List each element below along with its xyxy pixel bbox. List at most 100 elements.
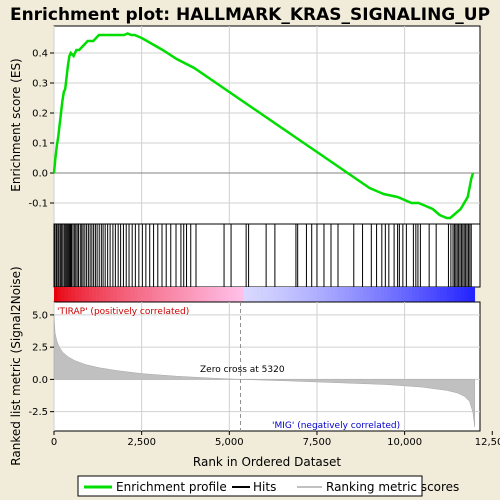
rank-color-segment (292, 287, 297, 302)
x-tick-label: 0 (51, 437, 57, 448)
rank-color-segment (271, 287, 276, 302)
rank-color-segment (78, 287, 83, 302)
rank-color-segment (110, 287, 114, 302)
metric-y-tick-label: 2.5 (32, 343, 48, 354)
rank-color-segment (436, 287, 440, 302)
rank-color-segment (68, 287, 72, 302)
rank-color-segment (302, 287, 307, 302)
es-panel (53, 25, 481, 225)
rank-color-segment (313, 287, 318, 302)
rank-color-segment (57, 287, 62, 302)
rank-color-segment (359, 287, 363, 302)
es-y-axis-label: Enrichment score (ES) (9, 58, 23, 191)
rank-color-segment (96, 287, 100, 302)
rank-color-segment (183, 287, 188, 302)
x-tick-label: 7,500 (303, 437, 332, 448)
rank-color-segment (274, 287, 279, 302)
x-tick-label: 5,000 (215, 437, 244, 448)
rank-color-segment (166, 287, 171, 302)
rank-color-segment (243, 287, 248, 302)
rank-color-segment (401, 287, 405, 302)
rank-color-segment (225, 287, 230, 302)
metric-panel (53, 301, 481, 432)
rank-color-segment (443, 287, 447, 302)
rank-color-segment (117, 287, 121, 302)
rank-color-segment (85, 287, 90, 302)
rank-color-segment (394, 287, 398, 302)
rank-color-segment (162, 287, 167, 302)
rank-color-segment (418, 287, 423, 302)
rank-color-segment (306, 287, 311, 302)
rank-color-segment (471, 287, 476, 302)
rank-color-segment (197, 287, 202, 302)
es-y-tick-label: 0.1 (32, 139, 48, 150)
x-axis-label: Rank in Ordered Dataset (193, 455, 341, 469)
legend: Enrichment profile Hits Ranking metric s… (77, 475, 459, 497)
rank-color-segment (113, 287, 118, 302)
rank-color-segment (429, 287, 433, 302)
rank-color-segment (334, 287, 339, 302)
rank-color-segment (323, 287, 328, 302)
rank-color-segment (422, 287, 426, 302)
es-y-tick-label: 0.3 (32, 79, 48, 90)
rank-color-segment (288, 287, 293, 302)
rank-color-segment (208, 287, 213, 302)
rank-color-segment (411, 287, 416, 302)
metric-y-ticks: -2.5 0.0 2.5 5.0 (28, 310, 54, 418)
rank-color-segment (106, 287, 111, 302)
rank-color-segment (278, 287, 283, 302)
es-y-tick-label: 0.0 (32, 169, 48, 180)
rank-color-segment (201, 287, 206, 302)
rank-color-segment (387, 287, 391, 302)
rank-color-segment (348, 287, 353, 302)
rank-color-segment (467, 287, 472, 302)
rank-color-segment (285, 287, 290, 302)
rank-color-segment (432, 287, 437, 302)
hits-group (54, 224, 472, 287)
es-y-tick-label: -0.1 (28, 199, 48, 210)
rank-color-segment (408, 287, 412, 302)
rank-color-segment (222, 287, 227, 302)
metric-y-tick-label: 5.0 (32, 310, 48, 321)
rank-color-segment (267, 287, 272, 302)
rank-color-segment (54, 287, 58, 302)
rank-color-segment (120, 287, 125, 302)
metric-y-tick-label: -2.5 (28, 407, 48, 418)
rank-color-segment (439, 287, 444, 302)
rank-color-segment (362, 287, 367, 302)
metric-y-tick-label: 0.0 (32, 375, 48, 386)
rank-color-segment (295, 287, 300, 302)
rank-color-segment (383, 287, 388, 302)
positive-correlation-label: 'TIRAP' (positively correlated) (57, 307, 189, 317)
rank-color-segment (211, 287, 216, 302)
rank-color-segment (127, 287, 132, 302)
rank-color-segment (204, 287, 209, 302)
rank-color-segment (397, 287, 402, 302)
rank-color-segment (373, 287, 377, 302)
hits-panel (53, 223, 481, 288)
rank-color-segment (369, 287, 374, 302)
rank-color-segment (239, 287, 244, 302)
rank-color-segment (103, 287, 107, 302)
rank-color-segment (152, 287, 156, 302)
rank-color-segment (64, 287, 69, 302)
rank-color-segment (355, 287, 360, 302)
rank-color-segment (264, 287, 269, 302)
rank-color-segment (453, 287, 458, 302)
rank-color-segment (187, 287, 192, 302)
rank-color-segment (134, 287, 139, 302)
rank-color-segment (338, 287, 342, 302)
rank-color-segment (320, 287, 325, 302)
rank-color-segment (299, 287, 304, 302)
es-profile-line (52, 32, 475, 220)
rank-color-segment (457, 287, 462, 302)
x-tick-label: 12,500 (475, 437, 500, 448)
rank-color-segment (404, 287, 409, 302)
es-y-tick-label: 0.4 (32, 49, 48, 60)
rank-color-segment (190, 287, 195, 302)
rank-color-bar (54, 287, 476, 302)
x-tick-label: 2,500 (127, 437, 156, 448)
rank-color-segment (194, 287, 199, 302)
negative-correlation-label: 'MIG' (negatively correlated) (272, 421, 400, 431)
